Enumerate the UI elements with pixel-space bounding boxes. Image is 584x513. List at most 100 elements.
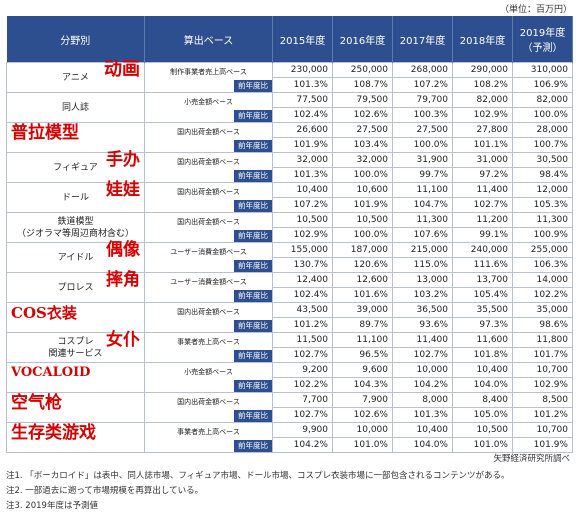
category-label: アイドル <box>57 252 94 263</box>
value-cell: 10,500 <box>332 212 393 228</box>
yoy-cell: 102.6% <box>332 407 393 423</box>
chinese-annotation: VOCALOID <box>11 365 91 380</box>
yoy-cell: 102.7% <box>392 347 453 363</box>
value-cell: 268,000 <box>392 62 453 78</box>
yoy-cell: 104.3% <box>332 377 393 393</box>
base-cell: ユーザー消費金額ベース 前年度比 <box>144 242 273 273</box>
yoy-cell: 104.2% <box>272 437 333 453</box>
chinese-annotation: 普拉模型 <box>11 123 79 143</box>
yoy-cell: 100.0% <box>392 137 453 153</box>
yoy-cell: 102.2% <box>512 287 573 303</box>
category-cell: プロレス 摔角 <box>6 272 145 303</box>
value-cell: 11,400 <box>452 182 513 198</box>
category-cell: アイドル 偶像 <box>6 242 145 273</box>
value-cell: 82,000 <box>452 92 513 108</box>
yoy-cell: 104.7% <box>392 197 453 213</box>
value-cell: 28,000 <box>512 122 573 138</box>
value-cell: 11,400 <box>392 332 453 348</box>
yoy-cell: 102.9% <box>452 107 513 123</box>
yoy-cell: 120.6% <box>332 257 393 273</box>
value-cell: 13,000 <box>392 272 453 288</box>
chinese-annotation: COS衣装 <box>11 304 77 322</box>
yoy-cell: 101.6% <box>332 287 393 303</box>
value-cell: 8,400 <box>452 392 513 408</box>
value-cell: 155,000 <box>272 242 333 258</box>
yoy-cell: 101.9% <box>332 197 393 213</box>
yoy-cell: 107.2% <box>392 77 453 93</box>
yoy-cell: 100.0% <box>512 107 573 123</box>
yoy-cell: 98.4% <box>512 167 573 183</box>
yoy-badge: 前年度比 <box>234 80 272 92</box>
value-cell: 250,000 <box>332 62 393 78</box>
yoy-cell: 97.2% <box>452 167 513 183</box>
yoy-cell: 101.2% <box>512 407 573 423</box>
yoy-cell: 101.8% <box>452 347 513 363</box>
yoy-badge: 前年度比 <box>234 380 272 392</box>
chinese-annotation: 手办 <box>106 150 140 170</box>
base-label: 小売金額ベース <box>184 368 233 376</box>
yoy-cell: 101.9% <box>272 137 333 153</box>
table-row: 同人誌 小売金額ベース 前年度比 77,500 79,500 79,700 82,000 82… <box>6 92 573 123</box>
category-cell: 鉄道模型 （ジオラマ等周辺商材含む） <box>6 212 145 243</box>
base-label: 小売金額ベース <box>184 98 233 106</box>
value-cell: 290,000 <box>452 62 513 78</box>
yoy-cell: 102.2% <box>272 377 333 393</box>
value-cell: 10,400 <box>392 422 453 438</box>
base-label: 国内出荷金額ベース <box>177 128 240 136</box>
header-2015: 2015年度 <box>272 16 333 63</box>
value-cell: 32,000 <box>332 152 393 168</box>
yoy-badge: 前年度比 <box>234 200 272 212</box>
yoy-badge: 前年度比 <box>234 290 272 302</box>
yoy-cell: 101.1% <box>452 137 513 153</box>
base-cell: 国内出荷金額ベース 前年度比 <box>144 212 273 243</box>
base-label: 国内出荷金額ベース <box>177 308 240 316</box>
market-size-table: 分野別 算出ベース 2015年度 2016年度 2017年度 2018年度 20… <box>6 16 573 453</box>
yoy-row: 107.2% 101.9% 104.7% 102.7% 105.3% <box>7 197 573 213</box>
value-cell: 30,500 <box>512 152 573 168</box>
yoy-cell: 105.4% <box>452 287 513 303</box>
category-label: フィギュア <box>53 162 98 173</box>
value-cell: 31,000 <box>452 152 513 168</box>
value-cell: 10,000 <box>332 422 393 438</box>
yoy-cell: 102.6% <box>332 107 393 123</box>
value-cell: 11,300 <box>512 212 573 228</box>
value-cell: 39,000 <box>332 302 393 318</box>
value-cell: 12,400 <box>272 272 333 288</box>
header-2019: 2019年度 （予測） <box>512 16 573 63</box>
yoy-cell: 101.3% <box>272 77 333 93</box>
yoy-row: 101.3% 108.7% 107.2% 108.2% 106.9% <box>7 77 573 93</box>
yoy-badge: 前年度比 <box>234 350 272 362</box>
base-cell: 小売金額ベース 前年度比 <box>144 92 273 123</box>
value-cell: 82,000 <box>512 92 573 108</box>
yoy-cell: 106.9% <box>512 77 573 93</box>
source-credit: 矢野経済研究所調べ <box>493 454 570 464</box>
yoy-cell: 115.0% <box>392 257 453 273</box>
yoy-cell: 106.3% <box>512 257 573 273</box>
yoy-cell: 99.7% <box>392 167 453 183</box>
base-label: ユーザー消費金額ベース <box>170 248 247 256</box>
yoy-badge: 前年度比 <box>234 230 272 242</box>
yoy-cell: 103.4% <box>332 137 393 153</box>
chinese-annotation: 空气枪 <box>11 393 62 413</box>
yoy-cell: 102.4% <box>272 107 333 123</box>
value-cell: 10,400 <box>452 362 513 378</box>
value-cell: 14,000 <box>512 272 573 288</box>
yoy-cell: 98.6% <box>512 317 573 333</box>
value-cell: 79,500 <box>332 92 393 108</box>
yoy-row: 102.4% 101.6% 103.2% 105.4% 102.2% <box>7 287 573 303</box>
yoy-cell: 103.2% <box>392 287 453 303</box>
value-cell: 10,500 <box>452 422 513 438</box>
value-cell: 187,000 <box>332 242 393 258</box>
value-cell: 9,600 <box>332 362 393 378</box>
header-2019-year: 2019年度 <box>519 28 566 39</box>
table-body: アニメ 动画 制作事業者売上高ベース 前年度比 230,000 250,000 268,00… <box>6 61 573 453</box>
yoy-cell: 99.1% <box>452 227 513 243</box>
value-cell: 27,500 <box>392 122 453 138</box>
value-cell: 7,900 <box>332 392 393 408</box>
value-cell: 32,000 <box>272 152 333 168</box>
table-row: 鉄道模型 （ジオラマ等周辺商材含む） 国内出荷金額ベース 前年度比 10,500 10,… <box>6 212 573 243</box>
value-cell: 12,000 <box>512 182 573 198</box>
yoy-cell: 102.7% <box>452 197 513 213</box>
category-label: アニメ <box>62 72 89 83</box>
value-cell: 11,800 <box>512 332 573 348</box>
